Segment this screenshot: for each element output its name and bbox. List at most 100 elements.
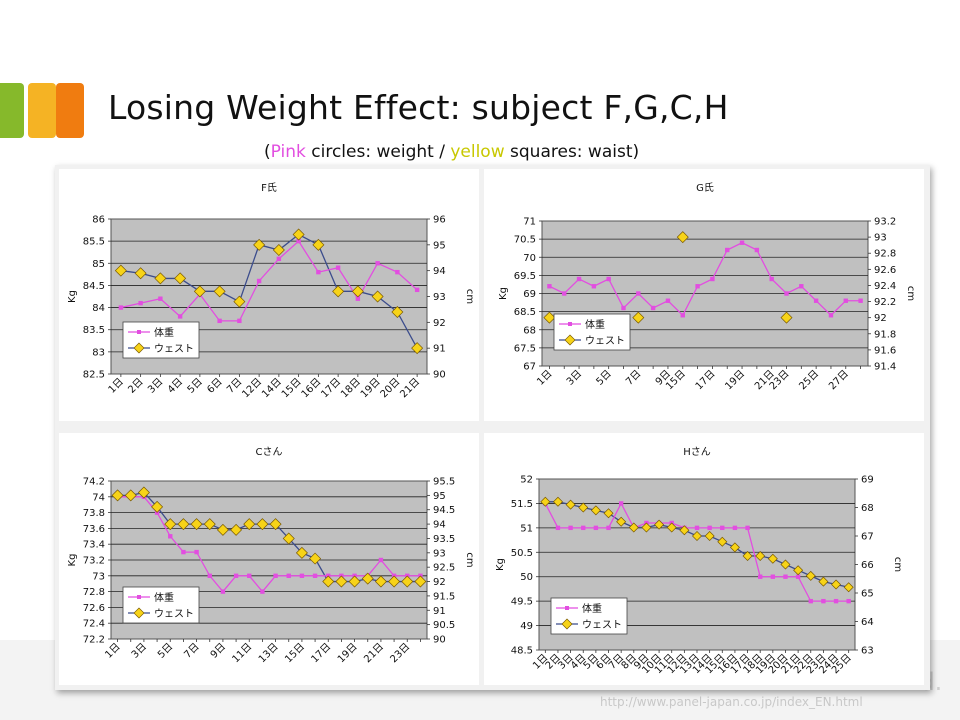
y2-tick-label: 65 [861, 589, 874, 600]
y-tick-label: 71 [523, 217, 536, 228]
y-tick-label: 72.4 [83, 619, 105, 630]
legend-weight-marker [568, 322, 572, 326]
x-tick-label: 5日 [186, 376, 205, 395]
weight-point [754, 247, 760, 253]
waist-point [351, 285, 364, 298]
weight-point [593, 525, 599, 531]
waist-point [164, 518, 177, 531]
x-tick-label: 11日 [231, 641, 255, 665]
weight-point [828, 313, 834, 318]
weight-point [568, 525, 573, 531]
y2-tick-label: 91.5 [433, 591, 455, 602]
weight-point [606, 525, 611, 531]
y2-tick-label: 92.6 [874, 265, 896, 276]
weight-point [217, 318, 222, 324]
waist-point [704, 531, 715, 541]
weight-point [745, 525, 750, 531]
weight-point [606, 276, 611, 282]
waist-point [676, 231, 689, 244]
weight-point [621, 305, 626, 311]
y2-tick-label: 91.6 [874, 345, 896, 356]
footer-url: http://www.panel-japan.co.jp/index_EN.ht… [600, 695, 863, 709]
y2-axis-label: cm [464, 552, 475, 567]
waist-point [411, 342, 424, 355]
y2-tick-label: 90.5 [433, 620, 455, 631]
weight-point [636, 291, 641, 296]
waist-point [831, 579, 842, 590]
y2-tick-label: 91 [433, 344, 446, 355]
x-tick-label: 19日 [723, 368, 747, 392]
y2-tick-label: 91.8 [874, 329, 896, 340]
x-tick-label: 15日 [280, 376, 304, 400]
weight-point [739, 240, 745, 245]
y-tick-label: 49 [520, 621, 533, 632]
waist-point [371, 290, 384, 303]
legend-waist-label: ウェスト [585, 335, 625, 347]
y-tick-label: 74 [92, 492, 105, 503]
subtitle-pink-word: Pink [270, 142, 306, 162]
waist-point [818, 576, 829, 587]
weight-point [138, 300, 143, 306]
chart-svg: Cさん 72.2 72.4 72.6 72.8 73 73.2 73.4 73.6 73.8 74 7… [67, 446, 475, 665]
chart-g: G氏 67 67.5 68 68.5 69 69.5 70 70.5 71 91.4 91.6 91.8… [484, 169, 924, 421]
y2-tick-label: 92 [433, 577, 446, 588]
y-tick-label: 74.2 [83, 477, 105, 488]
y-tick-label: 70.5 [514, 235, 536, 246]
weight-point [581, 525, 586, 531]
waist-point [213, 285, 226, 298]
waist-point [692, 531, 702, 541]
waist-point [230, 523, 243, 536]
y-tick-label: 72.6 [83, 603, 105, 614]
y-tick-label: 69.5 [514, 271, 536, 282]
accent-bar-yellow [28, 83, 56, 138]
legend-waist-label: ウェスト [154, 608, 194, 620]
weight-point [118, 305, 124, 310]
weight-point [732, 525, 738, 531]
waist-point [177, 518, 190, 531]
weight-point [237, 318, 242, 324]
waist-point [137, 486, 150, 499]
y-tick-label: 52 [520, 475, 533, 486]
y-axis-label: Kg [498, 287, 509, 300]
weight-point [260, 589, 265, 594]
weight-point [547, 284, 552, 289]
subtitle-mid: circles: weight / [305, 142, 451, 162]
waist-point [767, 553, 778, 564]
waist-point [114, 264, 127, 277]
waist-point [243, 518, 256, 531]
x-tick-label: 7日 [624, 368, 643, 387]
legend-box [122, 586, 200, 624]
weight-point [207, 573, 212, 578]
subtitle-yellow-word: yellow [450, 142, 505, 162]
y2-tick-label: 91 [433, 606, 446, 617]
weight-point [650, 305, 656, 311]
y2-tick-label: 67 [861, 532, 874, 543]
waist-point [805, 570, 816, 581]
y-tick-label: 85.5 [83, 237, 105, 248]
charts-panel: F氏 82.5 83 83.5 84 84.5 85 85.5 86 90 91 92 93 94 95 96… [55, 165, 930, 690]
y2-tick-label: 69 [861, 475, 874, 486]
waist-point [391, 306, 404, 318]
weight-point [276, 256, 282, 262]
y-tick-label: 84.5 [83, 281, 105, 292]
y2-tick-label: 95 [433, 491, 446, 502]
waist-point [348, 575, 361, 588]
x-tick-label: 27日 [827, 368, 851, 392]
y-tick-label: 50.5 [511, 548, 533, 559]
x-tick-label: 7日 [182, 641, 201, 660]
legend-box [553, 313, 631, 351]
legend-box [550, 597, 628, 635]
legend-weight-marker [565, 606, 569, 610]
waist-point [295, 546, 308, 559]
waist-point [654, 519, 665, 530]
x-tick-label: 17日 [694, 368, 718, 392]
waist-point [543, 311, 556, 324]
y-tick-label: 73.2 [83, 556, 105, 567]
legend-weight-label: 体重 [585, 318, 605, 331]
y-axis-label: Kg [67, 290, 78, 303]
weight-point [299, 573, 305, 578]
slide-title: Losing Weight Effect: subject F,G,C,H [108, 88, 729, 127]
y-tick-label: 83 [92, 347, 105, 358]
x-tick-label: 1日 [103, 641, 122, 660]
y2-tick-label: 95 [433, 240, 446, 251]
